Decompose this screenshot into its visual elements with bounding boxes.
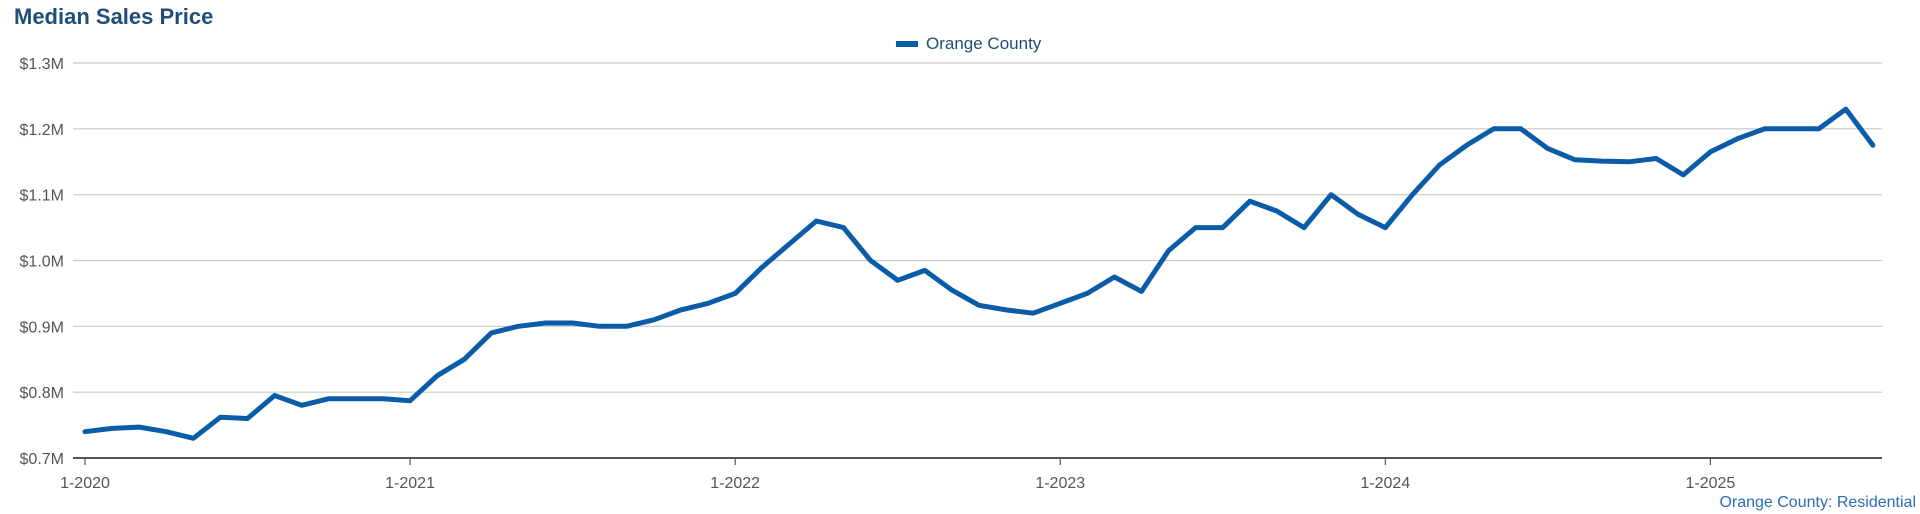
x-tick-label-4: 1-2024: [1360, 475, 1410, 492]
data-point-2020-12: [381, 396, 386, 401]
data-point-2022-12: [1031, 311, 1036, 316]
y-tick-label-0: $0.7M: [20, 451, 64, 468]
legend: Orange County: [896, 34, 1041, 54]
data-point-2025-02: [1735, 136, 1740, 141]
series-line-0: [82, 106, 1876, 441]
data-point-2024-09: [1600, 159, 1605, 164]
data-point-2025-03: [1762, 126, 1767, 131]
data-point-2021-05: [516, 324, 521, 329]
data-point-2021-02: [435, 373, 440, 378]
data-point-2021-01: [408, 398, 413, 403]
data-point-2023-04: [1139, 289, 1144, 294]
data-point-2024-10: [1627, 159, 1632, 164]
data-point-2024-05: [1491, 126, 1496, 131]
data-point-2020-08: [272, 393, 277, 398]
data-point-2024-02: [1410, 192, 1415, 197]
data-point-2022-05: [841, 225, 846, 230]
y-tick-label-6: $1.3M: [20, 56, 64, 73]
data-point-2024-12: [1681, 172, 1686, 177]
data-point-2020-05: [191, 436, 196, 441]
x-tick-label-2: 1-2022: [710, 475, 760, 492]
data-point-2023-01: [1058, 301, 1063, 306]
data-point-2025-07: [1870, 143, 1875, 148]
data-point-2020-06: [218, 415, 223, 420]
data-point-2022-06: [868, 258, 873, 263]
data-point-2025-06: [1843, 107, 1848, 112]
data-point-2020-11: [353, 396, 358, 401]
x-tick-label-0: 1-2020: [60, 475, 110, 492]
data-point-2021-09: [624, 324, 629, 329]
data-point-2021-12: [706, 301, 711, 306]
y-tick-label-4: $1.1M: [20, 188, 64, 205]
x-tick-label-3: 1-2023: [1035, 475, 1085, 492]
data-point-2024-01: [1383, 225, 1388, 230]
data-point-2021-07: [570, 321, 575, 326]
data-point-2024-08: [1573, 157, 1578, 162]
data-point-2020-04: [164, 429, 169, 434]
data-point-2023-11: [1329, 192, 1334, 197]
x-tick-label-5: 1-2025: [1685, 475, 1735, 492]
data-point-2024-06: [1518, 126, 1523, 131]
data-point-2023-10: [1302, 225, 1307, 230]
data-point-2023-12: [1356, 212, 1361, 217]
y-tick-label-1: $0.8M: [20, 385, 64, 402]
data-point-2020-03: [137, 425, 142, 430]
data-point-2025-05: [1816, 126, 1821, 131]
data-point-2021-10: [651, 317, 656, 322]
data-point-2024-11: [1654, 156, 1659, 161]
data-point-2025-04: [1789, 126, 1794, 131]
data-point-2024-04: [1464, 143, 1469, 148]
data-point-2023-08: [1247, 199, 1252, 204]
data-point-2023-03: [1112, 275, 1117, 280]
data-point-2023-06: [1193, 225, 1198, 230]
x-tick-label-1: 1-2021: [385, 475, 435, 492]
legend-label-orange-county: Orange County: [926, 34, 1042, 53]
data-point-2022-03: [787, 242, 792, 247]
data-point-2023-09: [1275, 209, 1280, 214]
y-tick-label-5: $1.2M: [20, 122, 64, 139]
data-point-2022-09: [949, 288, 954, 293]
data-point-2023-02: [1085, 291, 1090, 296]
data-point-2022-08: [922, 268, 927, 273]
chart-title: Median Sales Price: [14, 4, 214, 29]
data-point-2023-07: [1220, 225, 1225, 230]
data-point-2022-02: [760, 265, 765, 270]
data-point-2022-11: [1004, 307, 1009, 312]
data-point-2024-07: [1545, 146, 1550, 151]
data-point-2020-02: [110, 426, 115, 431]
data-point-2022-04: [814, 219, 819, 224]
y-tick-label-2: $0.9M: [20, 319, 64, 336]
data-point-2020-07: [245, 416, 250, 421]
data-point-2021-06: [543, 321, 548, 326]
data-point-2021-08: [597, 324, 602, 329]
data-point-2021-11: [679, 307, 684, 312]
data-point-2021-04: [489, 330, 494, 335]
data-point-2020-01: [83, 429, 88, 434]
data-point-2020-09: [299, 403, 304, 408]
y-tick-label-3: $1.0M: [20, 254, 64, 271]
data-point-2021-03: [462, 357, 467, 362]
data-point-2025-01: [1708, 149, 1713, 154]
data-point-2020-10: [326, 396, 331, 401]
legend-swatch-orange-county: [896, 41, 918, 47]
data-point-2022-07: [895, 278, 900, 283]
data-point-2022-01: [733, 291, 738, 296]
data-point-2024-03: [1437, 163, 1442, 168]
chart-footer-label: Orange County: Residential: [1719, 494, 1916, 511]
data-point-2023-05: [1166, 248, 1171, 253]
data-point-2022-10: [977, 303, 982, 308]
